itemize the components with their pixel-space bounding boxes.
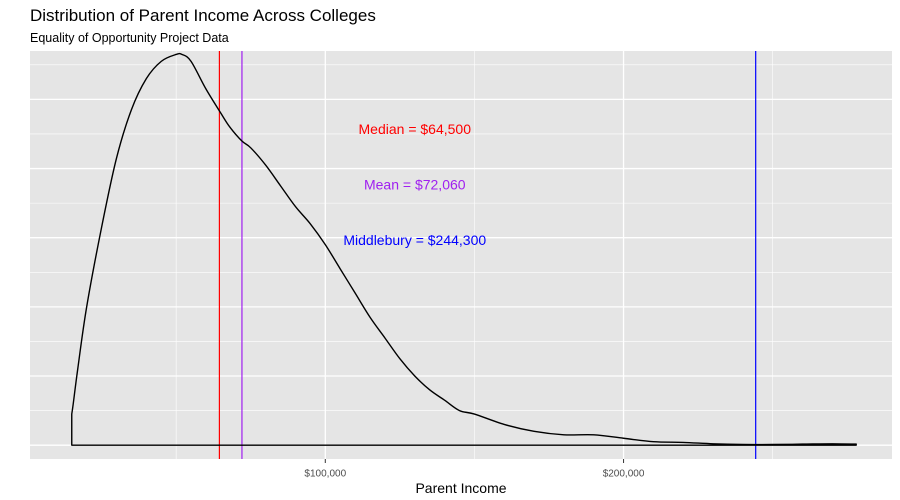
annotation-label: Middlebury = $244,300 — [343, 232, 486, 248]
x-axis-label: Parent Income — [415, 480, 507, 496]
density-curve — [71, 52, 857, 446]
x-tick-label: $100,000 — [304, 469, 346, 480]
annotation-label: Median = $64,500 — [359, 121, 472, 137]
density-plot: Median = $64,500 Mean = $72,060 Middlebury… — [30, 51, 892, 480]
plot-panel — [30, 51, 892, 459]
x-tick-label: $200,000 — [603, 469, 645, 480]
chart-subtitle: Equality of Opportunity Project Data — [30, 31, 229, 45]
annotation-label: Mean = $72,060 — [364, 177, 466, 193]
chart-title: Distribution of Parent Income Across Col… — [30, 6, 376, 25]
